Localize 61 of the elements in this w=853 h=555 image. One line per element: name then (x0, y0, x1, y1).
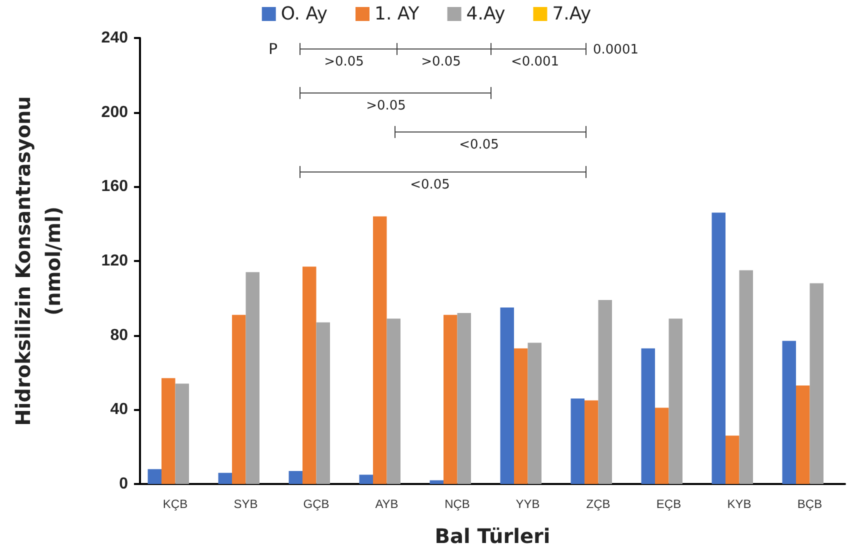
x-tick-label: ZÇB (586, 497, 610, 511)
bar (288, 470, 303, 484)
annotation: >0.05 (366, 98, 406, 114)
bar (739, 270, 753, 484)
bar (726, 436, 740, 484)
legend-label: 7.Ay (552, 4, 592, 24)
bar (528, 342, 542, 484)
y-tick-label: 120 (101, 252, 128, 270)
annotation: >0.05 (421, 54, 461, 70)
bar (712, 212, 726, 484)
bar (444, 314, 458, 484)
x-tick-label: SYB (234, 497, 258, 511)
annotation: P (268, 40, 278, 58)
legend-label: O. Ay (280, 4, 328, 24)
bar (500, 307, 514, 484)
bar (430, 480, 444, 484)
y-tick-label: 40 (110, 401, 128, 418)
bar (316, 322, 330, 484)
x-tick-label: BÇB (797, 497, 822, 511)
bar (810, 283, 824, 484)
bar (668, 318, 682, 484)
bar (302, 266, 316, 484)
bar (796, 386, 810, 484)
annotation: <0.05 (459, 138, 499, 152)
x-axis-title: Bal Türleri (434, 524, 550, 548)
bar (232, 314, 246, 484)
bar (598, 300, 612, 484)
bar (514, 348, 528, 484)
x-tick-label: EÇB (656, 497, 682, 511)
x-tick-label: NÇB (444, 497, 470, 511)
y-tick-label: 80 (110, 326, 128, 344)
bar (373, 216, 387, 484)
bar (570, 398, 584, 484)
x-tick-label: YYB (516, 497, 540, 511)
x-tick-label: KYB (727, 497, 752, 511)
bar (655, 408, 669, 484)
bar (641, 348, 655, 484)
x-tick-label: AYB (375, 497, 398, 511)
bar (175, 384, 189, 484)
y-tick-label: 240 (101, 30, 128, 46)
bar (218, 472, 232, 484)
y-tick-label: 160 (101, 178, 128, 196)
y-axis-title: Hidroksilizin Konsantrasyonu (nmol/ml) (11, 96, 65, 426)
x-tick-label: KÇB (162, 497, 188, 511)
annotation: >0.05 (324, 54, 364, 70)
annotation: <0.05 (410, 178, 450, 192)
bar (457, 313, 471, 484)
legend-label: 4.Ay (466, 4, 506, 24)
bar (782, 340, 796, 484)
annotation: <0.001 (510, 54, 560, 70)
x-tick-label: GÇB (303, 497, 330, 511)
bar (584, 400, 598, 484)
bar (359, 474, 374, 484)
bar (148, 469, 162, 484)
bar (246, 272, 260, 484)
annotation: 0.0001 (593, 42, 638, 58)
y-tick-label: 200 (101, 104, 128, 121)
legend-label: 1. AY (374, 4, 420, 24)
bar (162, 378, 176, 484)
bar (386, 318, 400, 484)
y-tick-label: 0 (119, 476, 128, 492)
